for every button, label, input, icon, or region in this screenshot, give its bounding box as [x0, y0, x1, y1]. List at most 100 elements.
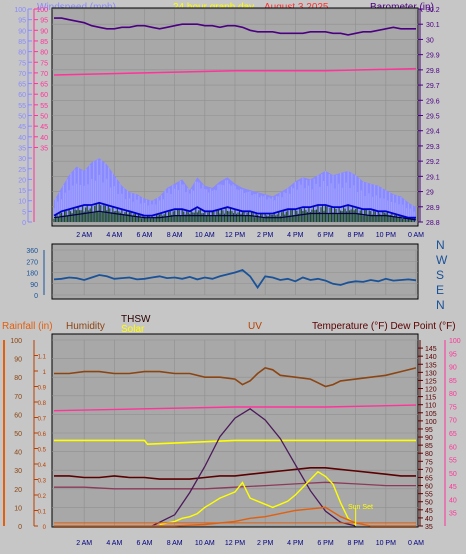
- bottom-x-tick-label: 8 AM: [167, 540, 183, 547]
- thsw-title: THSW: [121, 314, 151, 325]
- dew-tick-label: 90: [449, 365, 457, 372]
- temp-tick-label: 125: [425, 378, 437, 385]
- temp-tick-label: 140: [425, 354, 437, 361]
- windspeed-tick-label: 80: [18, 50, 26, 57]
- windspeed-tick-label: 0: [22, 220, 26, 227]
- wind-speed-line: [53, 201, 416, 219]
- windspeed-tick-label: 5: [22, 209, 26, 216]
- sunset-annotation: Sun Set: [348, 504, 373, 511]
- temp-tick-label: 85: [425, 443, 433, 450]
- dir-label-s: S: [436, 268, 444, 282]
- temp-tick-label: 100: [425, 419, 437, 426]
- dir-tick-label: 180: [26, 271, 38, 278]
- rain-tick-label: 0.7: [38, 417, 47, 423]
- rain-tick-label: 0.9: [38, 386, 47, 392]
- windspeed-tick-label: 65: [18, 82, 26, 89]
- barometer-tick-label: 29.1: [426, 174, 440, 181]
- rain-tick-label: 0.3: [38, 479, 47, 485]
- temp-tick-label: 130: [425, 370, 437, 377]
- barometer-tick-label: 29.5: [426, 114, 440, 121]
- pink-tick-label: 100: [36, 7, 48, 14]
- top-x-tick-label: 4 PM: [287, 232, 304, 239]
- windspeed-tick-label: 50: [18, 114, 26, 121]
- temp-tick-label: 120: [425, 387, 437, 394]
- solar-title: Solar: [121, 324, 145, 335]
- dew-tick-label: 75: [449, 404, 457, 411]
- bottom-x-tick-label: 8 PM: [347, 540, 364, 547]
- pink-tick-label: 80: [40, 50, 48, 57]
- barometer-tick-label: 29.9: [426, 53, 440, 60]
- humidity-title: Humidity: [66, 321, 105, 332]
- pink-tick-label: 70: [40, 71, 48, 78]
- barometer-tick-label: 28.9: [426, 205, 440, 212]
- humidity-tick-label: 60: [14, 412, 22, 419]
- dew-tick-label: 50: [449, 471, 457, 478]
- barometer-tick-label: 30.2: [426, 7, 440, 14]
- temp-tick-label: 40: [425, 516, 433, 523]
- pink-tick-label: 55: [40, 103, 48, 110]
- bottom-x-tick-label: 6 PM: [317, 540, 334, 547]
- dir-tick-label: 0: [34, 293, 38, 300]
- humidity-tick-label: 80: [14, 375, 22, 382]
- pink-tick-label: 85: [40, 39, 48, 46]
- pink-tick-label: 60: [40, 92, 48, 99]
- flat-yellow-line: [54, 439, 416, 446]
- pink-tick-label: 90: [40, 28, 48, 35]
- rain-tick-label: 0.5: [38, 448, 47, 454]
- bottom-x-tick-label: 4 AM: [106, 540, 122, 547]
- windspeed-tick-label: 30: [18, 156, 26, 163]
- temp-tick-label: 55: [425, 492, 433, 499]
- bottom-x-tick-label: 4 PM: [287, 540, 304, 547]
- barometer-tick-label: 30.1: [426, 22, 440, 29]
- pink-tick-label: 45: [40, 124, 48, 131]
- top-x-tick-label: 8 AM: [167, 232, 183, 239]
- humidity-tick-label: 0: [18, 524, 22, 531]
- windspeed-tick-label: 75: [18, 60, 26, 67]
- temp-tick-label: 60: [425, 484, 433, 491]
- dir-label-w: W: [436, 253, 448, 267]
- windspeed-tick-label: 45: [18, 124, 26, 131]
- rainfall-title: Rainfall (in): [2, 321, 53, 332]
- windspeed-tick-label: 35: [18, 145, 26, 152]
- rain-tick-label: 0.1: [38, 510, 47, 516]
- barometer-tick-label: 29.3: [426, 144, 440, 151]
- windspeed-tick-label: 100: [14, 7, 26, 14]
- barometer-tick-label: 29.6: [426, 98, 440, 105]
- dew-tick-label: 80: [449, 391, 457, 398]
- dew-tick-label: 45: [449, 484, 457, 491]
- avg-wind-line: [53, 210, 417, 221]
- temp-tick-label: 50: [425, 500, 433, 507]
- dew-tick-label: 70: [449, 418, 457, 425]
- dir-tick-label: 360: [26, 248, 38, 255]
- dew-tick-label: 100: [449, 338, 461, 345]
- windspeed-tick-label: 40: [18, 135, 26, 142]
- solar-line: [159, 470, 357, 526]
- pink-tick-label: 95: [40, 18, 48, 25]
- rain-tick-label: 1: [43, 370, 47, 376]
- windspeed-tick-label: 70: [18, 71, 26, 78]
- top-pink-line: [53, 67, 417, 76]
- windspeed-tick-label: 55: [18, 103, 26, 110]
- dew-tick-label: 65: [449, 431, 457, 438]
- humidity-line: [54, 367, 417, 388]
- dir-label-n-bottom: N: [436, 298, 445, 312]
- bottom-x-tick-label: 10 PM: [376, 540, 396, 547]
- temp-tick-label: 135: [425, 362, 437, 369]
- bottom-x-tick-label: 10 AM: [195, 540, 215, 547]
- top-x-tick-label: 4 AM: [106, 232, 122, 239]
- windspeed-tick-label: 10: [18, 199, 26, 206]
- temp-tick-label: 90: [425, 435, 433, 442]
- humidity-tick-label: 10: [14, 505, 22, 512]
- temp-tick-label: 75: [425, 459, 433, 466]
- windspeed-tick-label: 25: [18, 167, 26, 174]
- barometer-tick-label: 29.8: [426, 68, 440, 75]
- barometer-tick-label: 30: [426, 37, 434, 44]
- dew-tick-label: 95: [449, 351, 457, 358]
- rain-tick-label: 0.8: [38, 401, 47, 407]
- bottom-pink-line: [53, 404, 417, 412]
- dir-label-n-top: N: [436, 238, 445, 252]
- pink-tick-label: 65: [40, 82, 48, 89]
- bottom-x-tick-label: 0 AM: [408, 540, 424, 547]
- humidity-tick-label: 50: [14, 431, 22, 438]
